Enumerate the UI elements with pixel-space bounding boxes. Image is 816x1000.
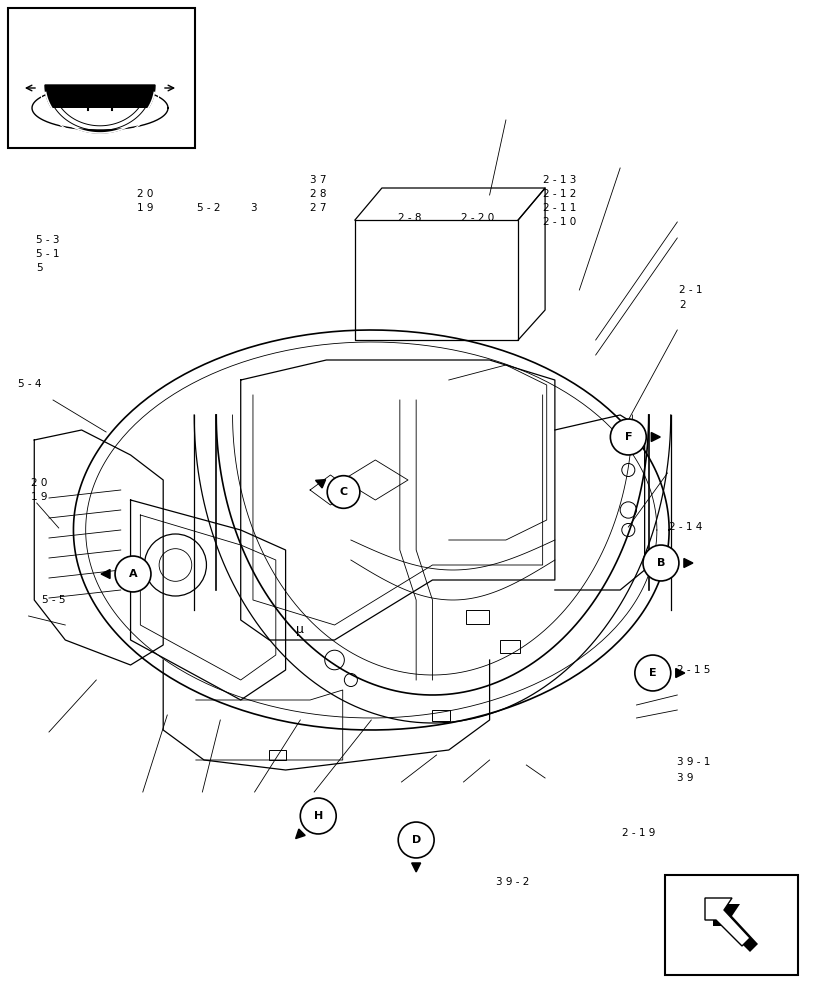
Bar bbox=[432, 710, 450, 721]
Circle shape bbox=[643, 545, 679, 581]
Text: 2 - 1 5: 2 - 1 5 bbox=[677, 665, 711, 675]
Text: 2 0: 2 0 bbox=[31, 478, 47, 488]
Polygon shape bbox=[101, 569, 110, 578]
Text: 5 - 1: 5 - 1 bbox=[36, 249, 60, 259]
Text: C: C bbox=[339, 487, 348, 497]
Text: 5 - 3: 5 - 3 bbox=[36, 235, 60, 245]
Text: B: B bbox=[657, 558, 665, 568]
Polygon shape bbox=[676, 669, 685, 678]
Text: 2 0: 2 0 bbox=[137, 189, 153, 199]
Text: H: H bbox=[313, 811, 323, 821]
Text: 3 9 - 2: 3 9 - 2 bbox=[496, 877, 530, 887]
Circle shape bbox=[610, 419, 646, 455]
Text: 2 - 2 0: 2 - 2 0 bbox=[461, 213, 494, 223]
Text: 5 - 4: 5 - 4 bbox=[18, 379, 42, 389]
Polygon shape bbox=[684, 558, 693, 567]
Polygon shape bbox=[32, 108, 168, 130]
Text: μ: μ bbox=[295, 624, 304, 637]
Text: 2 - 8: 2 - 8 bbox=[398, 213, 422, 223]
Bar bbox=[8, 8, 195, 148]
Circle shape bbox=[300, 798, 336, 834]
Text: 1 9: 1 9 bbox=[31, 492, 47, 502]
Text: 2 8: 2 8 bbox=[310, 189, 326, 199]
Text: 3: 3 bbox=[250, 203, 256, 213]
Bar bbox=[665, 875, 798, 975]
Text: 2 7: 2 7 bbox=[310, 203, 326, 213]
Text: D: D bbox=[411, 835, 421, 845]
Text: 1 9: 1 9 bbox=[137, 203, 153, 213]
Circle shape bbox=[398, 822, 434, 858]
Polygon shape bbox=[651, 432, 660, 442]
Bar bbox=[269, 750, 286, 760]
Text: 3 9 - 1: 3 9 - 1 bbox=[677, 757, 711, 767]
Text: 5: 5 bbox=[36, 263, 42, 273]
Text: 2 - 1: 2 - 1 bbox=[679, 285, 703, 295]
Polygon shape bbox=[316, 480, 326, 488]
Text: E: E bbox=[649, 668, 657, 678]
Polygon shape bbox=[45, 85, 155, 133]
Text: 3 7: 3 7 bbox=[310, 175, 326, 185]
Circle shape bbox=[327, 476, 360, 508]
Text: 3 9: 3 9 bbox=[677, 773, 694, 783]
Text: 2 - 1 1: 2 - 1 1 bbox=[543, 203, 576, 213]
Text: 2: 2 bbox=[679, 300, 685, 310]
Text: 5 - 2: 5 - 2 bbox=[197, 203, 220, 213]
Text: F: F bbox=[624, 432, 632, 442]
Bar bbox=[499, 640, 521, 652]
Polygon shape bbox=[705, 898, 750, 946]
Text: 2 - 1 3: 2 - 1 3 bbox=[543, 175, 576, 185]
Text: 2 - 1 2: 2 - 1 2 bbox=[543, 189, 576, 199]
Text: 2 - 1 9: 2 - 1 9 bbox=[622, 828, 655, 838]
Text: 2 - 1 0: 2 - 1 0 bbox=[543, 217, 576, 227]
Polygon shape bbox=[713, 904, 758, 952]
Text: A: A bbox=[129, 569, 137, 579]
Text: 5 - 5: 5 - 5 bbox=[42, 595, 66, 605]
Circle shape bbox=[635, 655, 671, 691]
Circle shape bbox=[115, 556, 151, 592]
Text: 2 - 1 4: 2 - 1 4 bbox=[669, 522, 703, 532]
Polygon shape bbox=[295, 829, 305, 839]
Bar bbox=[466, 610, 489, 624]
Polygon shape bbox=[411, 863, 421, 872]
